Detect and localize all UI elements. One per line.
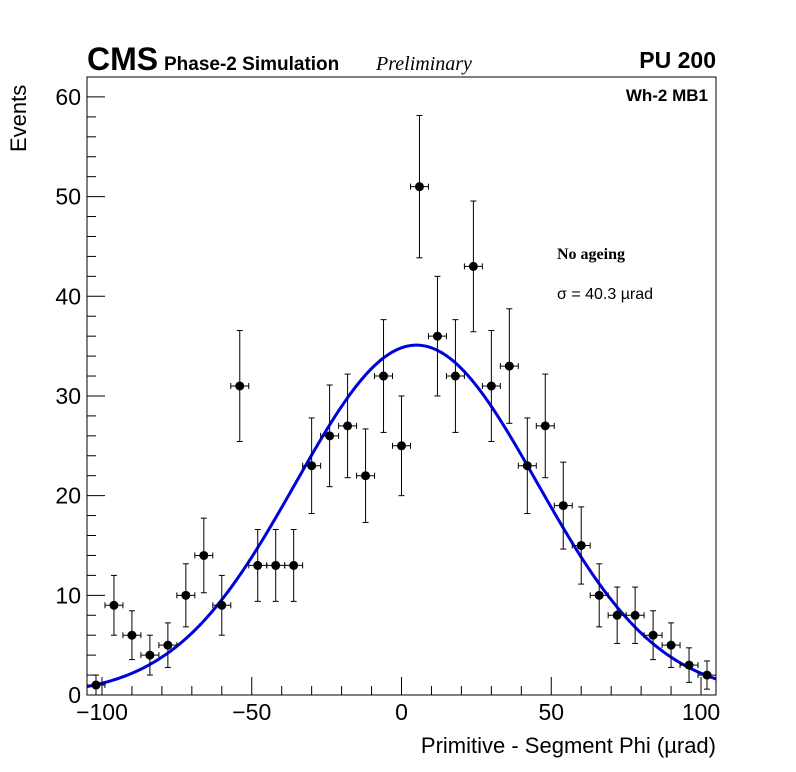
data-point [481, 330, 501, 442]
data-point [445, 319, 465, 433]
y-tick-label: 60 [55, 84, 81, 110]
data-marker [414, 182, 424, 192]
y-tick-label: 20 [55, 483, 81, 509]
status-label: Preliminary [375, 53, 472, 75]
data-marker [666, 640, 676, 650]
data-marker [271, 560, 281, 570]
data-marker [397, 441, 406, 451]
data-marker [199, 550, 209, 560]
data-point [589, 563, 609, 628]
data-marker [307, 461, 317, 471]
x-axis-title: Primitive - Segment Phi (µrad) [421, 733, 716, 758]
region-label: Wh-2 MB1 [626, 86, 708, 105]
x-tick-label: 50 [538, 699, 564, 725]
x-tick-label: −50 [232, 699, 271, 725]
data-marker [325, 431, 335, 441]
data-marker [379, 371, 389, 381]
experiment-label: CMS [87, 41, 158, 77]
data-point [625, 586, 645, 644]
data-marker [576, 540, 586, 550]
data-marker [217, 600, 227, 610]
data-point [697, 660, 717, 690]
data-point [571, 506, 591, 585]
data-point [553, 461, 573, 550]
data-marker [235, 381, 245, 391]
data-point [643, 610, 663, 661]
data-marker [612, 610, 622, 620]
condition-label: No ageing [557, 246, 625, 263]
y-tick-label: 40 [55, 283, 81, 309]
data-marker [684, 660, 694, 670]
data-point [230, 330, 250, 442]
data-marker [343, 421, 353, 431]
data-point [104, 574, 124, 636]
plot-frame [86, 76, 717, 696]
x-tick-label: 0 [395, 699, 408, 725]
data-point [499, 308, 519, 424]
pileup-label: PU 200 [639, 47, 716, 73]
data-marker [702, 670, 712, 680]
axis-ticks [87, 76, 702, 696]
data-marker [558, 501, 568, 511]
data-marker [468, 261, 478, 271]
data-point [517, 417, 537, 515]
data-point [176, 563, 196, 628]
data-point [284, 528, 304, 602]
data-marker [486, 381, 496, 391]
resolution-label: σ = 40.3 µrad [557, 286, 653, 303]
data-points-group [86, 114, 717, 696]
y-tick-label: 10 [55, 582, 81, 608]
data-marker [181, 590, 191, 600]
data-point [427, 275, 447, 397]
data-marker [253, 560, 263, 570]
data-point [356, 428, 376, 523]
data-point [302, 417, 322, 515]
data-point [661, 622, 681, 668]
subtitle-label: Phase-2 Simulation [164, 54, 339, 75]
data-marker [127, 630, 137, 640]
data-marker [648, 630, 658, 640]
data-marker [145, 650, 155, 660]
data-point [122, 610, 142, 661]
data-marker [450, 371, 460, 381]
data-marker [522, 461, 532, 471]
y-tick-label: 0 [68, 682, 81, 708]
data-marker [432, 331, 442, 341]
x-tick-label: 100 [682, 699, 720, 725]
data-point [535, 373, 555, 479]
data-point [463, 200, 483, 333]
x-tick-label: −100 [76, 699, 128, 725]
data-point [392, 395, 411, 497]
data-point [679, 647, 699, 683]
data-marker [540, 421, 550, 431]
data-point [338, 373, 358, 479]
y-tick-label: 30 [55, 383, 81, 409]
y-tick-label: 50 [55, 184, 81, 210]
y-axis-title: Events [6, 85, 31, 152]
data-marker [109, 600, 119, 610]
data-marker [504, 361, 514, 371]
data-marker [630, 610, 640, 620]
data-point [320, 384, 340, 488]
data-point [409, 114, 429, 259]
data-point [266, 528, 286, 602]
fit-curve-group [86, 343, 717, 689]
data-point [158, 622, 178, 668]
data-marker [91, 680, 101, 690]
data-point [212, 574, 232, 636]
data-marker [361, 471, 371, 481]
fit-curve-line [86, 343, 717, 689]
data-marker [163, 640, 173, 650]
data-point [140, 634, 160, 676]
data-marker [594, 590, 604, 600]
data-marker [289, 560, 299, 570]
data-point [607, 586, 627, 644]
data-point [374, 319, 394, 433]
data-point [194, 517, 214, 594]
axis-tick-labels: 0 10 20 30 40 50 60 −100 −50 0 50 100 [55, 84, 720, 725]
